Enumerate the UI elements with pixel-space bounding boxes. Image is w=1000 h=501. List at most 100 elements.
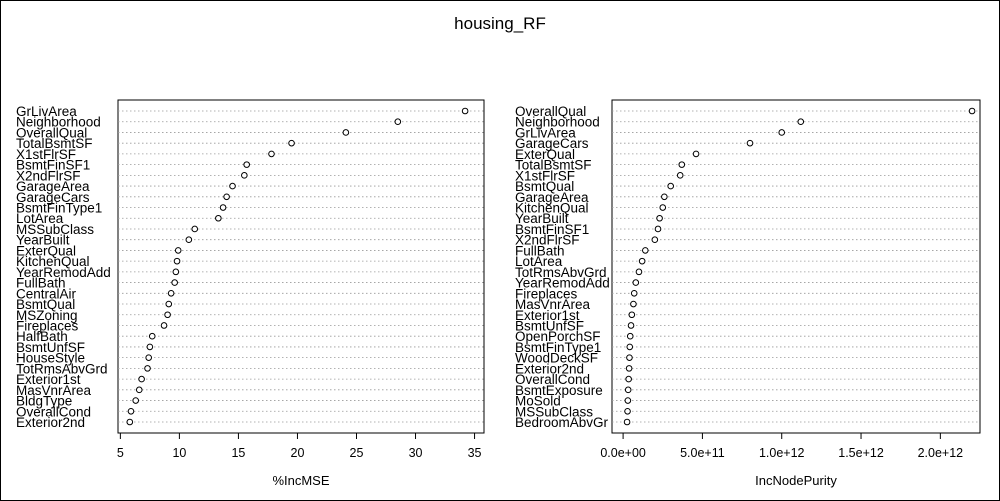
x-tick-label: 1.5e+12 — [838, 446, 884, 460]
data-point — [171, 279, 178, 286]
data-point — [626, 343, 634, 351]
category-label: TotRmsAbvGrd — [515, 265, 607, 280]
category-label: YearRemodAdd — [515, 276, 610, 291]
category-label: MSZoning — [16, 308, 78, 323]
category-label: YearBuilt — [16, 233, 70, 248]
category-label: GarageCars — [515, 136, 589, 151]
data-point — [628, 311, 636, 319]
category-label: TotRmsAbvGrd — [16, 361, 108, 376]
panel-2: OverallQualNeighborhoodGrLivAreaGarageCa… — [515, 99, 981, 488]
category-label: KitchenQual — [515, 201, 589, 216]
category-label: BsmtFinSF1 — [16, 158, 90, 173]
data-point — [626, 332, 634, 340]
data-point — [797, 118, 805, 126]
category-label: Exterior2nd — [515, 361, 584, 376]
data-point — [160, 322, 168, 329]
category-label: FullBath — [515, 243, 565, 258]
x-tick-label: 1.0e+12 — [759, 446, 805, 460]
x-tick-label: 2.0e+12 — [918, 446, 964, 460]
data-point — [138, 375, 145, 383]
category-label: GarageArea — [515, 190, 589, 205]
data-point — [127, 407, 135, 415]
category-label: YearRemodAdd — [16, 265, 111, 280]
data-point — [627, 322, 635, 329]
data-point — [288, 139, 295, 147]
x-tick-label: 5.0e+11 — [680, 446, 725, 460]
category-label: GrLivArea — [515, 125, 576, 140]
category-label: OpenPorchSF — [515, 329, 601, 344]
data-point — [126, 418, 134, 426]
category-label: HalfBath — [16, 329, 68, 344]
category-label: Exterior1st — [515, 308, 580, 323]
category-label: WoodDeckSF — [515, 351, 598, 366]
category-label: BldgType — [16, 394, 72, 409]
category-label: Exterior1st — [16, 372, 81, 387]
data-point — [191, 225, 199, 233]
data-point — [241, 172, 248, 179]
data-point — [630, 290, 638, 297]
data-point — [656, 214, 663, 222]
x-axis-label: %IncMSE — [272, 473, 329, 488]
data-point — [219, 204, 227, 211]
data-point — [394, 118, 402, 126]
category-label: X2ndFlrSF — [515, 233, 580, 248]
category-label: GarageArea — [16, 179, 90, 194]
data-point — [651, 236, 659, 243]
x-tick-label: 35 — [468, 446, 482, 460]
category-label: X2ndFlrSF — [16, 168, 81, 183]
category-label: Neighborhood — [515, 115, 600, 130]
plot-box — [611, 99, 981, 434]
category-label: MasVnrArea — [515, 297, 591, 312]
category-label: HouseStyle — [16, 351, 85, 366]
panel-1: GrLivAreaNeighborhoodOverallQualTotalBsm… — [16, 99, 485, 488]
data-point — [215, 214, 222, 222]
data-point — [654, 225, 662, 233]
data-point — [174, 247, 182, 254]
data-point — [624, 386, 632, 394]
category-label: BedroomAbvGr — [515, 415, 609, 430]
data-point — [968, 107, 976, 115]
data-point — [635, 268, 643, 276]
category-label: LotArea — [515, 254, 563, 269]
category-label: YearBuilt — [515, 211, 569, 226]
data-point — [132, 397, 140, 404]
data-point — [148, 332, 156, 340]
category-label: ExterQual — [515, 147, 575, 162]
data-point — [746, 139, 754, 147]
data-point — [229, 182, 236, 190]
category-label: GarageCars — [16, 190, 90, 205]
data-point — [625, 365, 633, 372]
data-point — [661, 193, 668, 201]
data-point — [165, 300, 173, 308]
data-point — [223, 193, 230, 201]
data-point — [678, 161, 686, 168]
category-label: TotalBsmtSF — [16, 136, 93, 151]
category-label: Fireplaces — [16, 318, 79, 333]
category-label: BsmtFinSF1 — [515, 222, 589, 237]
data-point — [624, 407, 631, 415]
data-point — [135, 386, 143, 394]
data-point — [243, 161, 250, 168]
x-tick-label: 25 — [350, 446, 364, 460]
category-label: CentralAir — [16, 286, 77, 301]
category-label: KitchenQual — [16, 254, 90, 269]
data-point — [630, 300, 637, 308]
category-label: BsmtQual — [515, 179, 574, 194]
x-tick-label: 5 — [117, 446, 124, 460]
x-tick-label: 0.0e+00 — [600, 446, 646, 460]
data-point — [461, 107, 469, 115]
x-tick-label: 30 — [409, 446, 423, 460]
category-label: OverallQual — [16, 125, 87, 140]
data-point — [172, 268, 180, 276]
data-point — [268, 150, 275, 158]
data-point — [185, 236, 193, 243]
data-point — [623, 418, 631, 426]
category-label: MSSubClass — [16, 222, 94, 237]
category-label: BsmtUnfSF — [515, 318, 584, 333]
x-axis-label: IncNodePurity — [755, 473, 837, 488]
data-point — [676, 172, 684, 179]
category-label: TotalBsmtSF — [515, 158, 592, 173]
category-label: FullBath — [16, 276, 66, 291]
category-label: MasVnrArea — [16, 383, 92, 398]
